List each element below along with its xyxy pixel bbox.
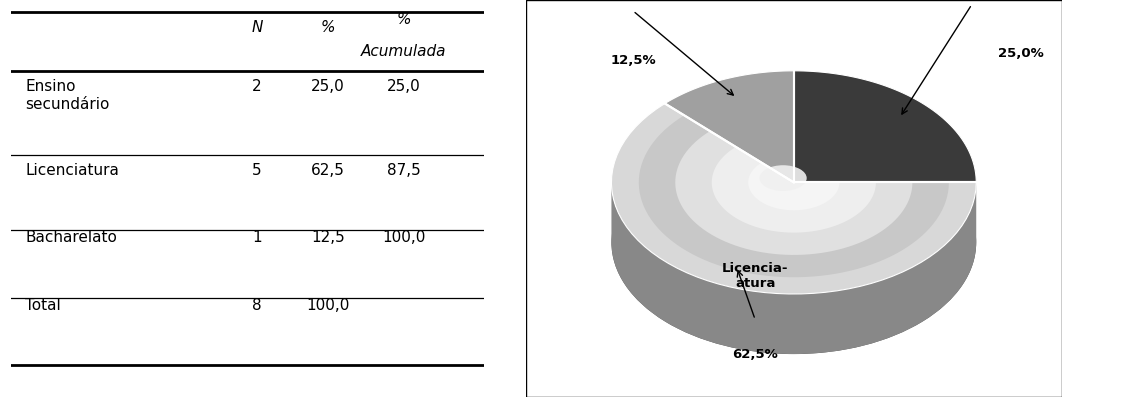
Polygon shape xyxy=(794,182,976,243)
Text: 25,0%: 25,0% xyxy=(998,47,1044,60)
Text: 12,5: 12,5 xyxy=(311,230,345,245)
Text: N: N xyxy=(251,20,262,35)
Text: Acumulada: Acumulada xyxy=(361,44,447,59)
Polygon shape xyxy=(611,182,976,354)
Polygon shape xyxy=(712,147,876,233)
Polygon shape xyxy=(676,131,912,255)
Text: 1: 1 xyxy=(252,230,262,245)
Text: Total: Total xyxy=(26,298,61,313)
Ellipse shape xyxy=(611,131,976,354)
Text: 25,0: 25,0 xyxy=(311,79,345,94)
Text: Bacharelato: Bacharelato xyxy=(26,230,117,245)
Polygon shape xyxy=(794,71,976,182)
Text: 87,5: 87,5 xyxy=(387,163,421,178)
Text: 62,5%: 62,5% xyxy=(732,348,778,360)
Polygon shape xyxy=(794,182,976,243)
Text: 100,0: 100,0 xyxy=(382,230,426,245)
Text: 2: 2 xyxy=(252,79,262,94)
Text: Licenciatura: Licenciatura xyxy=(26,163,119,178)
Text: Licencia-
atura: Licencia- atura xyxy=(722,262,788,290)
Text: 100,0: 100,0 xyxy=(306,298,350,313)
Polygon shape xyxy=(664,71,794,182)
Text: 25,0: 25,0 xyxy=(387,79,421,94)
Text: 8: 8 xyxy=(252,298,262,313)
Ellipse shape xyxy=(760,165,806,191)
Text: %: % xyxy=(396,12,411,27)
Text: %: % xyxy=(321,20,336,35)
Polygon shape xyxy=(611,104,976,294)
Text: 62,5: 62,5 xyxy=(311,163,345,178)
Polygon shape xyxy=(749,163,839,210)
Text: 5: 5 xyxy=(252,163,262,178)
Polygon shape xyxy=(638,116,949,277)
Text: Ensino
secundário: Ensino secundário xyxy=(26,79,110,112)
Text: 12,5%: 12,5% xyxy=(610,54,655,67)
